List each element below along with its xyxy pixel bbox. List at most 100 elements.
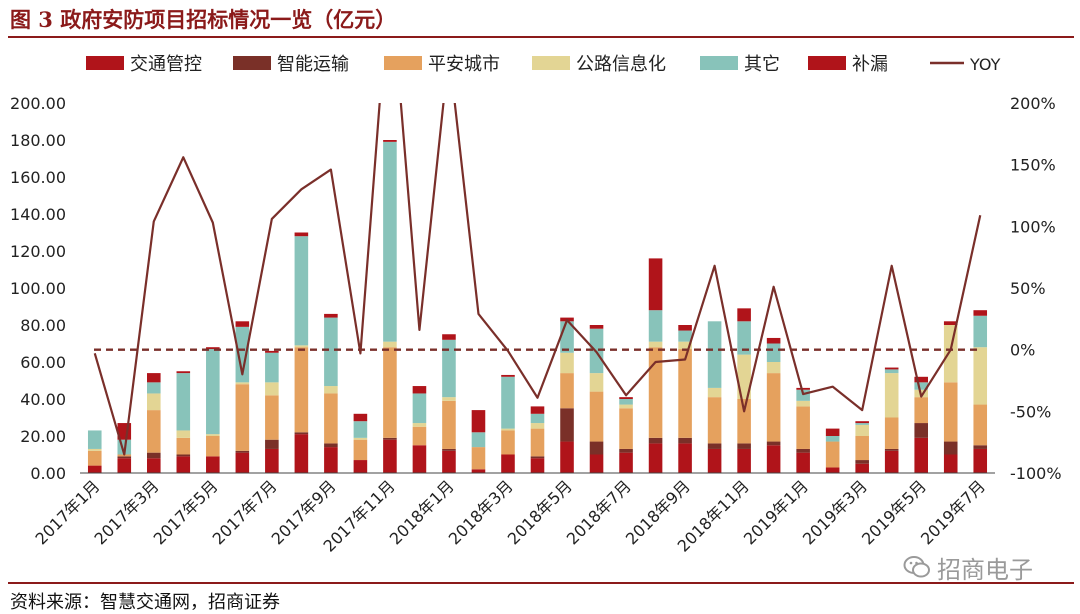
bar-segment <box>235 321 250 327</box>
bar-segment <box>501 430 515 455</box>
bar-segment <box>737 399 751 444</box>
bar-segment <box>825 428 840 436</box>
bar-segment <box>147 452 161 459</box>
bar-segment <box>973 347 988 405</box>
bar-segment <box>87 450 102 466</box>
bar-segment <box>678 443 692 473</box>
bar-segment <box>471 410 486 433</box>
bar-segment <box>383 439 397 473</box>
bar-segment <box>442 397 456 401</box>
bar-segment <box>265 350 279 353</box>
bar-segment <box>176 454 191 457</box>
bar-segment <box>471 447 486 470</box>
bar-segment <box>825 436 840 442</box>
y-left-tick-label: 40.00 <box>20 390 66 409</box>
bar-segment <box>265 395 279 440</box>
legend-label: 其它 <box>744 54 780 75</box>
bar-segment <box>471 469 486 473</box>
legend-swatch <box>86 56 124 70</box>
bar-segment <box>855 463 869 473</box>
bar-segment <box>530 456 545 459</box>
bar-segment <box>855 423 869 425</box>
y-left-tick-label: 140.00 <box>10 205 66 224</box>
bar-segment <box>442 448 456 451</box>
y-right-tick-label: -100% <box>1010 464 1062 483</box>
bar-segment <box>589 325 604 329</box>
y-right-tick-label: 200% <box>1010 94 1056 113</box>
stacked-bar-line-chart: 0.00 20.00 40.00 60.00 80.00 100.00 120.00 140.… <box>10 54 1062 556</box>
legend-swatch <box>808 56 846 70</box>
bar-segment <box>619 452 633 473</box>
legend-label: 平安城市 <box>428 54 500 75</box>
legend-label: YOY <box>969 55 1001 74</box>
bar-segment <box>766 362 781 374</box>
bar-segment <box>560 373 574 409</box>
bar-segment <box>265 448 279 473</box>
y-right-tick-label: 0% <box>1010 341 1035 360</box>
bar-segment <box>147 382 161 394</box>
bar-segment <box>176 430 191 438</box>
bar-segment <box>147 458 161 473</box>
bar-segment <box>855 436 869 461</box>
bar-segment <box>648 437 663 444</box>
bar-segment <box>87 448 102 451</box>
bar-segment <box>796 448 810 453</box>
bar-segment <box>648 443 663 473</box>
bar-segment <box>442 334 456 340</box>
y-left-tick-label: 20.00 <box>20 427 66 446</box>
bar-segment <box>619 399 633 405</box>
bar-segment <box>914 437 928 473</box>
bar-segment <box>530 413 545 424</box>
bar-segment <box>412 393 427 424</box>
bar-segment <box>206 436 220 457</box>
source-note: 资料来源：智慧交通网，招商证券 <box>10 592 280 613</box>
bar-segment <box>383 437 397 440</box>
bar-segment <box>855 421 869 424</box>
bar-segment <box>943 382 958 442</box>
bar-segment <box>383 141 397 342</box>
bar-segment <box>855 460 869 464</box>
bar-segment <box>648 341 663 348</box>
bar-segment <box>501 376 515 429</box>
bar-segment <box>766 343 781 362</box>
y-right-tick-label: 100% <box>1010 217 1056 236</box>
bar-segment <box>176 437 191 455</box>
bar-segment <box>766 337 781 344</box>
bar-segment <box>589 373 604 392</box>
legend-swatch <box>700 56 738 70</box>
bar-segment <box>707 443 722 449</box>
bar-segment <box>87 465 102 473</box>
bar-segment <box>206 434 220 436</box>
bar-segment <box>766 445 781 473</box>
bar-segment <box>442 450 456 473</box>
bar-segment <box>737 448 751 473</box>
bar-segment <box>530 428 545 457</box>
bar-segment <box>796 452 810 473</box>
bar-segment <box>737 321 751 355</box>
bar-segment <box>619 404 633 409</box>
bar-segment <box>619 408 633 449</box>
legend-swatch <box>532 56 570 70</box>
bar-segment <box>943 441 958 455</box>
bar-segment <box>353 421 368 438</box>
bar-segment <box>265 352 279 383</box>
bar-segment <box>471 432 486 448</box>
bar-segment <box>147 373 161 383</box>
bar-segment <box>294 347 309 433</box>
bar-segment <box>648 347 663 438</box>
bar-segment <box>501 454 515 473</box>
legend-label: 交通管控 <box>130 54 202 75</box>
legend-label: 智能运输 <box>277 54 349 75</box>
bar-segment <box>265 382 279 396</box>
legend-label: 公路信息化 <box>576 54 666 75</box>
y-left-tick-label: 100.00 <box>10 279 66 298</box>
bar-segment <box>353 437 368 440</box>
bar-segment <box>87 430 102 449</box>
y-left-tick-label: 60.00 <box>20 353 66 372</box>
bar-segment <box>943 325 958 383</box>
bar-segment <box>884 373 899 418</box>
bar-segment <box>884 369 899 374</box>
bar-segment <box>589 454 604 473</box>
bar-segment <box>324 317 338 387</box>
bar-segment <box>324 386 338 394</box>
